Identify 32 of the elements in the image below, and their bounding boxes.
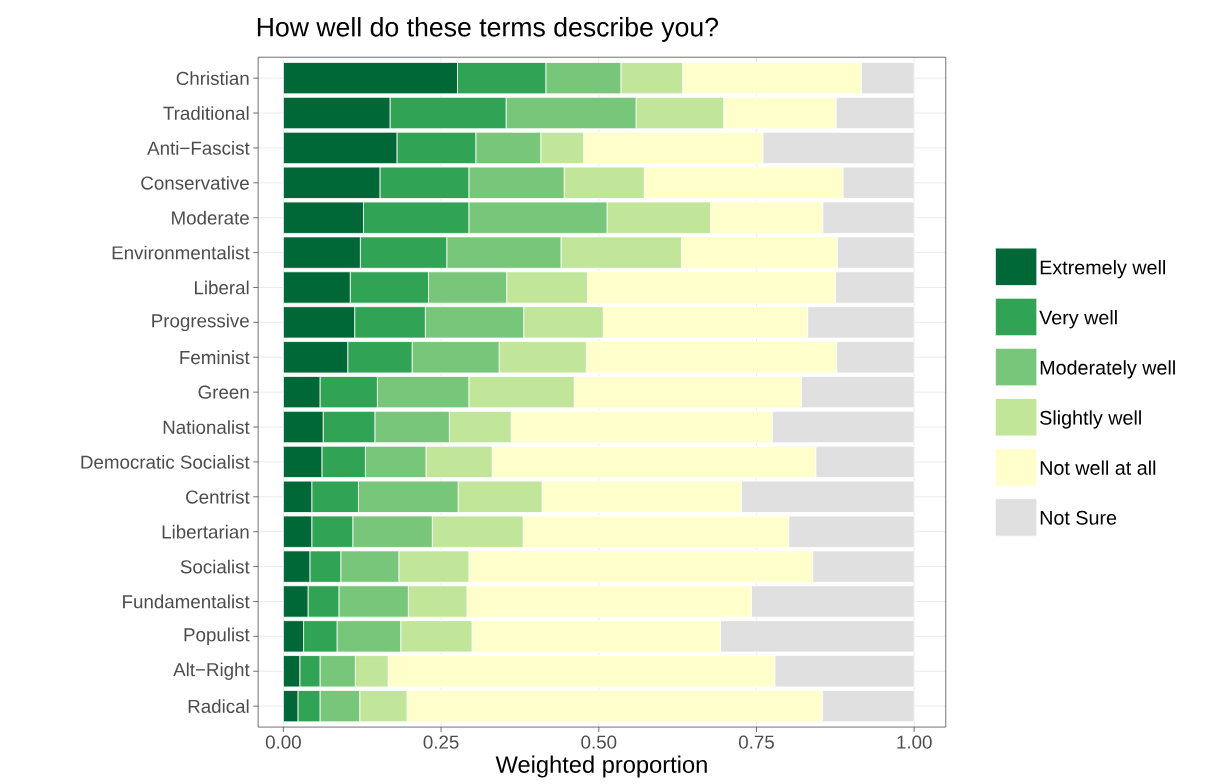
x-tick-label: 0.50	[581, 735, 617, 749]
legend-label: Not Sure	[1040, 510, 1117, 525]
y-tick-label: Fundamentalist	[123, 594, 250, 609]
legend-label: Moderately well	[1040, 360, 1175, 379]
x-tick-label: 1.00	[897, 735, 932, 749]
y-tick-label: Anti−Fascist	[147, 140, 250, 155]
legend-label: Very well	[1039, 309, 1117, 329]
y-tick-label: Centrist	[186, 489, 250, 504]
y-tick-label: Traditional	[163, 106, 249, 120]
x-tick-label: 0.25	[423, 735, 459, 749]
y-tick-label: Christian	[176, 71, 249, 85]
legend-label: Not well at all	[1040, 460, 1156, 475]
x-tick-label: 0.00	[265, 735, 301, 749]
chart-title: How well do these terms describe you?	[257, 16, 719, 42]
y-tick-label: Liberal	[194, 280, 249, 295]
y-tick-label: Nationalist	[163, 420, 250, 434]
y-tick-label: Conservative	[141, 175, 249, 190]
y-tick-label: Environmentalist	[112, 245, 250, 260]
y-tick-label: Moderate	[172, 210, 249, 225]
y-tick-label: Radical	[188, 699, 249, 713]
y-tick-label: Feminist	[180, 350, 250, 364]
x-tick-label: 0.75	[738, 735, 774, 749]
y-tick-label: Socialist	[180, 559, 250, 574]
y-tick-label: Democratic Socialist	[81, 454, 250, 469]
x-axis-title: Weighted proportion	[495, 755, 707, 778]
legend-label: Slightly well	[1040, 410, 1141, 429]
legend-label: Extremely well	[1040, 259, 1166, 279]
y-tick-label: Libertarian	[162, 524, 249, 539]
y-tick-label: Alt−Right	[173, 662, 250, 680]
y-tick-label: Green	[198, 385, 249, 399]
y-tick-label: Progressive	[152, 313, 249, 331]
y-tick-label: Populist	[184, 627, 250, 645]
